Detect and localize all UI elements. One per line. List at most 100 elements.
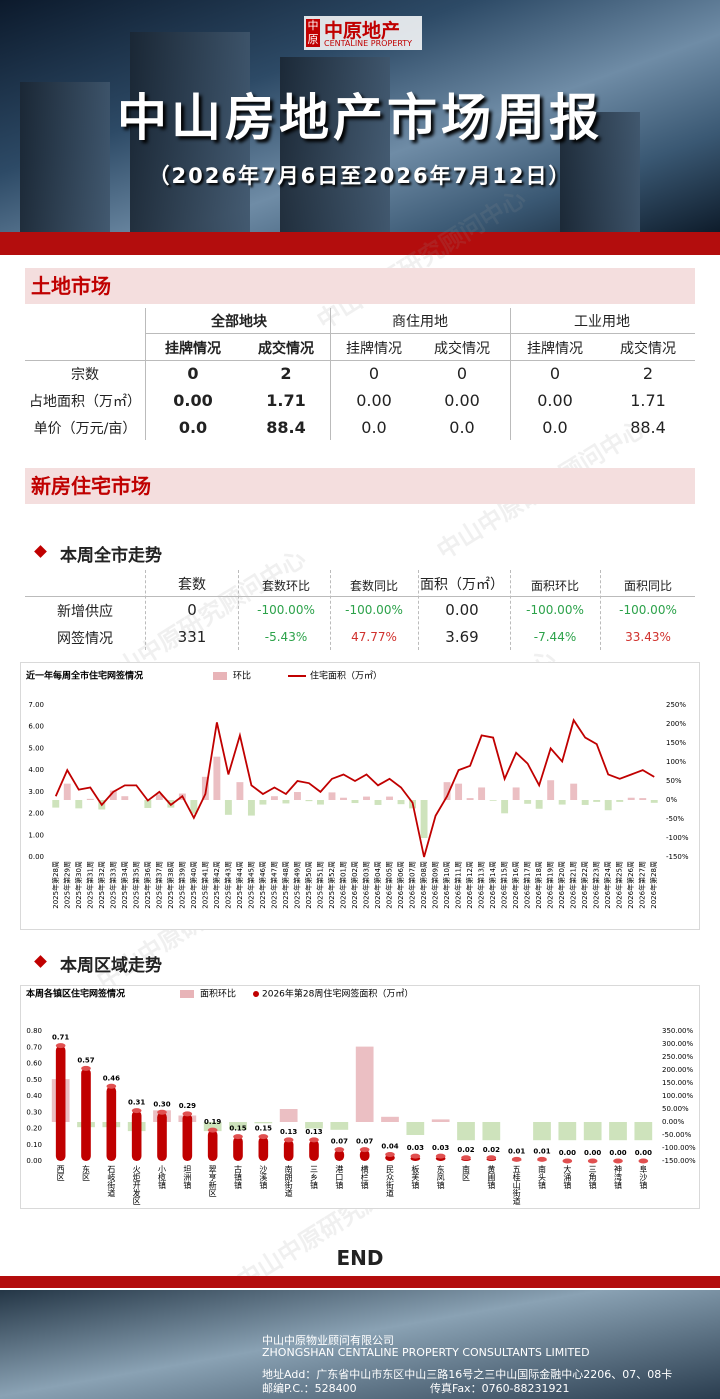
report-subtitle: （2026年7月6日至2026年7月12日）	[148, 164, 572, 188]
x-tick-label: 2026年第23周	[592, 861, 601, 909]
x-tick-label: 民众街道	[386, 1165, 395, 1198]
subsection-title: 本周全市走势	[60, 546, 162, 566]
ratio-bar	[317, 800, 324, 805]
cell: 0.00	[444, 391, 480, 410]
x-tick-label: 2026年第19周	[546, 861, 555, 909]
ratio-bar	[247, 800, 255, 816]
ratio-bar	[305, 800, 313, 802]
ratio-bar	[639, 798, 647, 800]
area-bar-cap	[410, 1153, 421, 1159]
separator	[330, 570, 331, 650]
y2-tick-label: 250%	[666, 701, 686, 709]
section-title: 土地市场	[25, 268, 695, 304]
ratio-bar	[294, 792, 301, 800]
ratio-bar	[355, 1046, 374, 1122]
x-tick-label: 2025年第31周	[85, 861, 94, 909]
x-tick-label: 南朗街道	[284, 1164, 293, 1198]
value-label: 0.01	[508, 1147, 525, 1155]
y2-tick-label: 50.00%	[662, 1105, 689, 1113]
value-label: 0.01	[533, 1147, 550, 1155]
separator	[25, 596, 695, 597]
cell: 33.43%	[625, 630, 671, 644]
legend-swatch	[213, 672, 227, 680]
legend-label: 环比	[233, 670, 251, 682]
x-tick-label: 2026年第20周	[557, 861, 566, 909]
ratio-bar	[524, 800, 532, 804]
row-label: 网签情况	[57, 631, 113, 647]
y2-tick-label: -100.00%	[662, 1144, 696, 1152]
cell: 88.4	[630, 418, 666, 437]
cell: -100.00%	[526, 603, 584, 617]
area-bar	[131, 1110, 142, 1161]
x-tick-label: 神湾镇	[614, 1164, 623, 1190]
bullet	[34, 545, 47, 558]
cell: -7.44%	[533, 630, 577, 644]
x-tick-label: 2026年第16周	[511, 861, 520, 909]
x-tick-label: 2026年第21周	[569, 861, 578, 909]
ratio-bar	[466, 798, 474, 800]
y2-tick-label: 150%	[666, 739, 686, 747]
area-bar	[233, 1136, 243, 1161]
y-tick-label: 7.00	[28, 701, 44, 709]
x-tick-label: 2025年第37周	[154, 861, 163, 909]
cell: 0	[456, 364, 468, 383]
value-label: 0.03	[432, 1144, 449, 1152]
cell: 47.77%	[351, 630, 397, 644]
column-header: 套数	[178, 577, 206, 593]
cell: 88.4	[266, 418, 306, 437]
area-bar-cap	[461, 1155, 471, 1161]
y-tick-label: 0.80	[26, 1027, 42, 1035]
x-tick-label: 2026年第15周	[500, 861, 509, 909]
ratio-bar	[558, 1122, 577, 1141]
value-label: 0.02	[483, 1146, 500, 1154]
address: 地址Add：广东省中山市东区中山三路16号之三中山国际金融中心2206、07、0…	[262, 1368, 673, 1381]
x-tick-label: 2026年第28周	[649, 861, 658, 909]
separator	[600, 570, 601, 650]
ratio-bar	[144, 800, 152, 808]
column-header: 面积环比	[530, 579, 580, 593]
ratio-bar	[86, 798, 94, 800]
x-tick-label: 2026年第17周	[523, 861, 532, 909]
x-tick-label: 南区	[462, 1164, 471, 1181]
legend-label: 面积环比	[200, 988, 236, 1000]
value-label: 0.04	[381, 1143, 398, 1151]
cell: 3.69	[445, 628, 479, 646]
cell: 1.71	[266, 391, 306, 410]
group-header: 工业用地	[574, 314, 630, 330]
y-tick-label: 5.00	[28, 744, 44, 752]
logo-mark: 中原	[306, 19, 320, 47]
bullet	[34, 955, 47, 968]
separator	[145, 570, 146, 650]
area-bar-cap	[258, 1134, 269, 1140]
ratio-bar	[224, 800, 232, 815]
ratio-bar	[616, 800, 624, 802]
chart-title: 本周各镇区住宅网签情况	[26, 988, 125, 1000]
ratio-bar	[121, 796, 129, 800]
ratio-bar	[330, 1122, 349, 1130]
area-bar	[258, 1136, 269, 1161]
x-tick-label: 2026年第07周	[408, 861, 417, 909]
x-tick-label: 2025年第49周	[292, 861, 301, 909]
area-bar-cap	[587, 1158, 598, 1164]
ratio-bar	[457, 1122, 475, 1141]
row-label: 单价（万元/亩）	[33, 421, 137, 437]
cell: 0.00	[356, 391, 392, 410]
group-header: 商住用地	[392, 314, 448, 330]
red-band	[0, 1276, 720, 1288]
red-band	[0, 232, 720, 255]
area-bar	[207, 1130, 218, 1161]
ratio-bar	[501, 800, 509, 814]
value-label: 0.19	[204, 1118, 221, 1126]
column-header: 成交情况	[258, 341, 314, 357]
subsection-title: 本周区域走势	[60, 956, 162, 976]
x-tick-label: 黄圃镇	[487, 1164, 496, 1190]
x-tick-label: 2025年第30周	[74, 861, 83, 909]
x-tick-label: 2025年第40周	[189, 861, 198, 909]
x-tick-label: 2025年第38周	[166, 861, 175, 909]
x-tick-label: 2026年第05周	[385, 861, 394, 909]
x-tick-label: 翠亨新区	[208, 1165, 217, 1197]
ratio-bar	[533, 1122, 551, 1141]
x-tick-label: 东区	[82, 1164, 91, 1181]
separator	[145, 333, 695, 334]
